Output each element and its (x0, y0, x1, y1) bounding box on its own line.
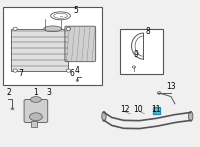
Text: 2: 2 (7, 88, 12, 97)
Ellipse shape (13, 27, 17, 30)
Ellipse shape (132, 66, 136, 68)
Ellipse shape (66, 69, 71, 72)
Ellipse shape (44, 26, 62, 32)
FancyBboxPatch shape (11, 29, 68, 71)
FancyBboxPatch shape (3, 7, 102, 85)
FancyBboxPatch shape (153, 107, 160, 114)
Text: 4: 4 (75, 66, 80, 75)
FancyBboxPatch shape (120, 29, 163, 74)
Ellipse shape (51, 12, 70, 20)
FancyBboxPatch shape (65, 26, 96, 62)
Text: 11: 11 (151, 105, 161, 114)
Ellipse shape (189, 111, 193, 121)
Text: 1: 1 (34, 88, 38, 97)
Text: 3: 3 (46, 88, 51, 97)
Ellipse shape (30, 97, 41, 102)
Text: 10: 10 (134, 105, 143, 114)
Ellipse shape (11, 108, 14, 110)
Ellipse shape (13, 69, 17, 72)
Text: 6: 6 (70, 69, 75, 78)
Ellipse shape (76, 80, 79, 81)
Text: 9: 9 (133, 50, 138, 59)
Ellipse shape (157, 92, 161, 94)
Text: 13: 13 (166, 82, 176, 91)
Text: 12: 12 (120, 105, 129, 114)
FancyBboxPatch shape (24, 100, 48, 123)
FancyBboxPatch shape (31, 121, 37, 127)
Ellipse shape (29, 113, 42, 121)
Text: 5: 5 (73, 6, 78, 15)
Text: 8: 8 (146, 27, 151, 36)
Ellipse shape (54, 13, 67, 18)
Ellipse shape (66, 27, 71, 30)
Text: 7: 7 (19, 69, 24, 78)
Ellipse shape (102, 111, 106, 121)
